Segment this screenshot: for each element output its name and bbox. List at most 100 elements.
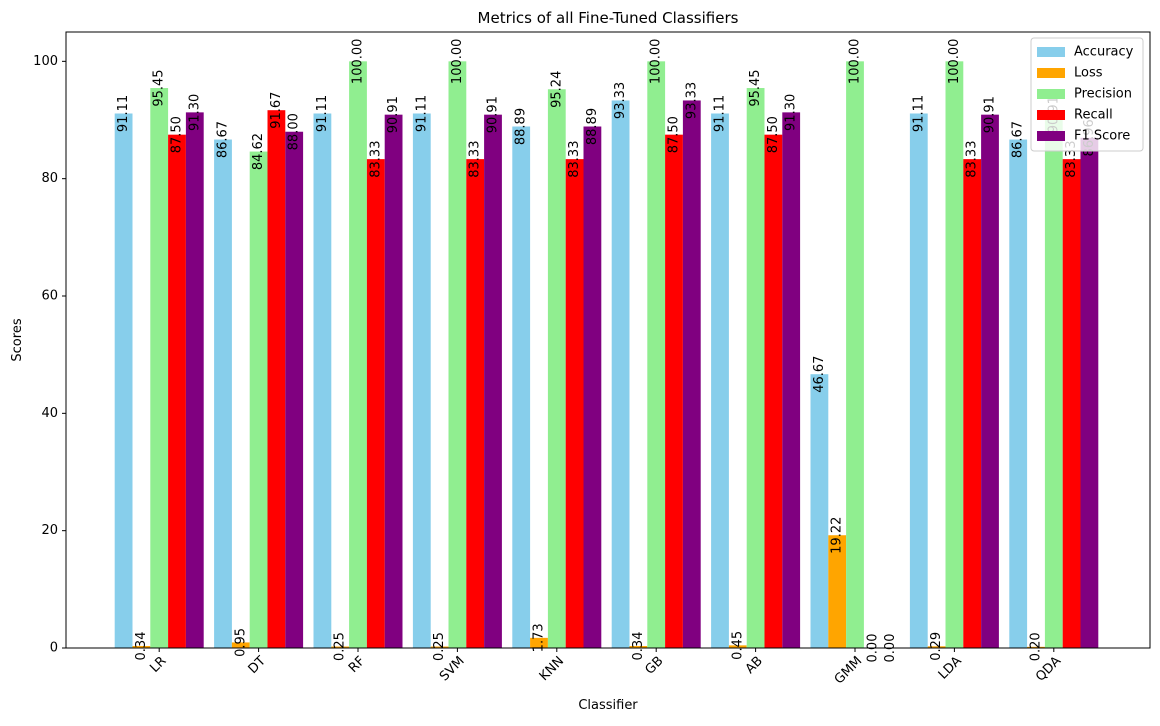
data-label-accuracy-qda: 86.67 <box>1011 121 1026 158</box>
data-label-f1-score-ab: 91.30 <box>784 94 799 131</box>
bar-accuracy-gb <box>611 100 630 648</box>
data-label-accuracy-rf: 91.11 <box>315 95 330 132</box>
x-tick-label-lr: LR <box>147 654 169 676</box>
y-tick-label: 60 <box>41 289 58 304</box>
y-tick-label: 80 <box>41 171 58 186</box>
data-label-accuracy-gb: 93.33 <box>613 82 628 119</box>
bar-loss-rf <box>331 646 350 648</box>
data-label-f1-score-gb: 93.33 <box>684 82 699 119</box>
bar-recall-lda <box>963 159 982 648</box>
data-label-f1-score-svm: 90.91 <box>486 96 501 133</box>
bar-precision-gb <box>647 61 666 648</box>
data-label-precision-gb: 100.00 <box>649 39 664 85</box>
data-label-precision-lda: 100.00 <box>947 39 962 85</box>
data-label-recall-knn: 83.33 <box>567 141 582 178</box>
bar-f1-score-gb <box>682 100 701 648</box>
data-label-accuracy-lr: 91.11 <box>116 95 131 132</box>
bar-recall-qda <box>1062 159 1081 648</box>
bar-f1-score-lda <box>981 114 999 648</box>
bar-loss-lda <box>927 646 946 648</box>
bar-precision-lr <box>150 88 169 648</box>
bar-precision-lda <box>945 61 964 648</box>
bar-recall-ab <box>764 134 783 649</box>
data-label-f1-score-rf: 90.91 <box>386 96 401 133</box>
y-axis-title: Scores <box>10 318 25 361</box>
bar-precision-rf <box>349 61 367 648</box>
bar-accuracy-qda <box>1009 139 1028 649</box>
bar-recall-dt <box>267 110 286 648</box>
data-label-loss-ab: 0.45 <box>730 631 745 660</box>
data-label-precision-ab: 95.45 <box>748 69 763 106</box>
legend-swatch-accuracy <box>1037 47 1065 57</box>
data-label-loss-gmm: 19.22 <box>830 517 845 554</box>
data-label-loss-svm: 0.25 <box>432 632 447 661</box>
x-tick-label-knn: KNN <box>537 654 567 684</box>
bar-precision-ab <box>746 88 765 648</box>
chart-title: Metrics of all Fine-Tuned Classifiers <box>478 9 739 27</box>
bar-loss-knn <box>530 637 548 648</box>
x-tick-label-ab: AB <box>743 654 766 677</box>
data-label-recall-dt: 91.67 <box>269 92 284 129</box>
data-label-loss-knn: 1.73 <box>532 623 547 652</box>
legend-label-f1-score: F1 Score <box>1074 129 1130 144</box>
data-label-accuracy-svm: 91.11 <box>414 95 429 132</box>
x-tick-label-rf: RF <box>346 654 368 676</box>
bar-loss-qda <box>1027 646 1045 648</box>
data-label-loss-lda: 0.29 <box>929 632 944 661</box>
legend-box <box>1030 37 1144 152</box>
bar-f1-score-dt <box>285 131 304 649</box>
bar-accuracy-lr <box>114 113 133 649</box>
bar-precision-gmm <box>846 61 864 648</box>
bar-accuracy-gmm <box>810 374 829 648</box>
data-label-loss-qda: 0.20 <box>1029 632 1044 661</box>
bar-accuracy-lda <box>909 113 928 649</box>
data-label-accuracy-lda: 91.11 <box>911 95 926 132</box>
bar-recall-lr <box>168 134 186 649</box>
bar-precision-dt <box>249 151 268 648</box>
bar-recall-rf <box>366 159 385 648</box>
data-label-f1-score-lda: 90.91 <box>983 96 998 133</box>
bar-accuracy-dt <box>214 139 232 649</box>
bar-f1-score-qda <box>1080 137 1099 648</box>
bar-accuracy-svm <box>412 113 431 649</box>
bar-recall-knn <box>565 159 584 648</box>
data-label-recall-ab: 87.50 <box>766 116 781 153</box>
bars-layer <box>114 61 1099 649</box>
bar-recall-gb <box>665 134 683 649</box>
legend-swatch-f1-score <box>1037 131 1065 141</box>
data-label-loss-dt: 0.95 <box>233 628 248 657</box>
x-axis-title: Classifier <box>578 698 638 713</box>
y-tick-label: 0 <box>50 641 58 656</box>
bar-f1-score-knn <box>583 126 602 648</box>
bar-recall-svm <box>466 159 485 648</box>
x-tick-label-gmm: GMM <box>832 654 866 688</box>
y-tick-label: 20 <box>41 523 58 538</box>
legend-label-loss: Loss <box>1074 66 1103 81</box>
bar-accuracy-knn <box>512 126 531 648</box>
data-label-precision-gmm: 100.00 <box>848 39 863 85</box>
data-label-precision-rf: 100.00 <box>351 39 366 85</box>
data-label-recall-lda: 83.33 <box>965 141 980 178</box>
bar-precision-svm <box>448 61 467 648</box>
data-label-accuracy-knn: 88.89 <box>514 108 529 145</box>
data-label-recall-gb: 87.50 <box>667 116 682 153</box>
data-label-f1-score-dt: 88.00 <box>287 113 302 150</box>
data-label-precision-knn: 95.24 <box>549 71 564 108</box>
x-tick-label-dt: DT <box>246 654 269 677</box>
legend-label-recall: Recall <box>1074 108 1113 123</box>
bar-f1-score-svm <box>484 114 502 648</box>
x-tick-label-gb: GB <box>642 654 666 678</box>
bar-loss-dt <box>231 642 250 648</box>
data-label-recall-svm: 83.33 <box>468 141 483 178</box>
data-label-f1-score-knn: 88.89 <box>585 108 600 145</box>
data-label-recall-rf: 83.33 <box>368 141 383 178</box>
plot-frame <box>65 31 1151 649</box>
bar-precision-qda <box>1044 114 1063 648</box>
bar-loss-svm <box>430 646 449 648</box>
legend-swatch-precision <box>1037 89 1065 99</box>
legend-swatch-recall <box>1037 110 1065 120</box>
bar-f1-score-ab <box>782 112 801 649</box>
